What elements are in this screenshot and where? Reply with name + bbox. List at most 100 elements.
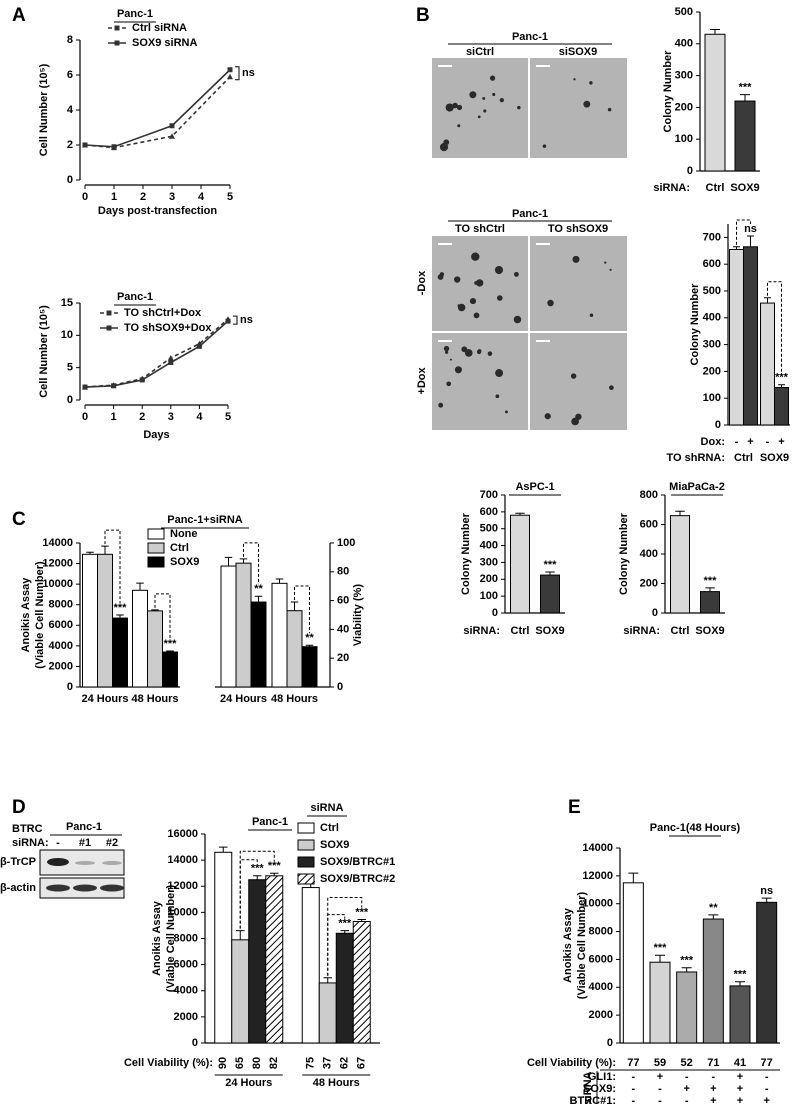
- condition-name: BTRC#1:: [570, 1095, 616, 1104]
- y-tick-label: 400: [675, 38, 693, 50]
- colony: [457, 124, 461, 128]
- error-bar: [254, 595, 263, 603]
- colony: [461, 346, 468, 353]
- bar: [676, 971, 698, 1044]
- bar: [235, 562, 252, 688]
- viability-value: 77: [627, 1057, 639, 1069]
- y-tick-label: 2000: [49, 660, 73, 672]
- bar: [301, 887, 320, 1044]
- error-bar: [357, 919, 366, 922]
- bar: [286, 610, 303, 688]
- legend-swatch: [297, 856, 315, 868]
- x-tick-label: 48 Hours: [313, 1077, 360, 1089]
- viability-value: 75: [305, 1057, 317, 1069]
- y-tick-label: 100: [675, 133, 693, 145]
- colony: [473, 312, 480, 319]
- error-bar: [740, 94, 750, 102]
- error-bar: [675, 510, 685, 516]
- significance: ***: [654, 942, 668, 954]
- viability-value: 65: [234, 1057, 246, 1069]
- colony: [570, 373, 577, 379]
- error-bar: [733, 246, 740, 250]
- y-tick-label: 20: [337, 652, 349, 664]
- marker: [196, 343, 202, 349]
- error-bar: [305, 644, 314, 647]
- bracket: [154, 593, 171, 639]
- colony: [483, 109, 487, 113]
- condition-mark: +: [683, 1083, 689, 1095]
- condition-name: GLI1:: [588, 1071, 616, 1083]
- condition-mark: -: [685, 1071, 689, 1083]
- y-tick-label: 0: [607, 1037, 613, 1049]
- micrograph-title: Panc-1: [512, 208, 548, 220]
- y-tick-label: 12000: [582, 870, 613, 882]
- series-tick-label: +: [778, 436, 784, 448]
- y-tick-label: 14000: [167, 854, 198, 866]
- x-tick-label: 5: [225, 411, 231, 423]
- legend-marker: [106, 325, 112, 331]
- series-line: [84, 69, 231, 148]
- colony: [449, 358, 452, 361]
- lane-label: #2: [106, 837, 118, 849]
- colony: [514, 271, 519, 277]
- y-tick-label: 700: [480, 489, 498, 501]
- y-tick-label: 60: [337, 595, 349, 607]
- error-bar: [545, 571, 555, 576]
- significance: ***: [114, 602, 128, 614]
- bracket: [233, 315, 238, 325]
- x-tick-label: 24 Hours: [81, 693, 128, 705]
- colony: [583, 100, 591, 108]
- colony: [443, 345, 450, 352]
- bar: [743, 246, 758, 426]
- category-prefix: siRNA:: [623, 625, 660, 637]
- colony: [445, 103, 454, 112]
- lane-label: -: [56, 837, 60, 849]
- y-tick-label: 2000: [589, 1009, 613, 1021]
- y-tick-label: 500: [480, 523, 498, 535]
- chart-title: Panc-1+siRNA: [167, 514, 243, 526]
- colony: [544, 413, 551, 420]
- chart-title: Panc-1(48 Hours): [650, 822, 741, 834]
- y-tick-label: 100: [703, 392, 721, 404]
- bar: [271, 582, 288, 688]
- x-tick-label: SOX9: [695, 625, 724, 637]
- condition-mark: -: [765, 1083, 769, 1095]
- y-tick-label: 8000: [49, 599, 73, 611]
- bar: [220, 565, 237, 688]
- bar: [729, 248, 744, 426]
- colony: [589, 313, 594, 317]
- series-prefix: Dox:: [701, 436, 725, 448]
- colony: [547, 299, 554, 307]
- bar: [112, 617, 128, 688]
- condition-mark: +: [710, 1083, 716, 1095]
- bar: [250, 601, 267, 688]
- x-tick-label: 3: [168, 411, 174, 423]
- condition-mark: +: [710, 1095, 716, 1104]
- x-tick-label: Ctrl: [734, 452, 753, 464]
- condition-mark: -: [631, 1071, 635, 1083]
- x-tick-label: Ctrl: [706, 182, 725, 194]
- y-tick-label: 6000: [49, 619, 73, 631]
- y-tick-label: 500: [675, 6, 693, 18]
- y-tick-label: 400: [703, 312, 721, 324]
- significance: ***: [739, 82, 753, 94]
- panel-label: D: [12, 797, 26, 818]
- annotation: ns: [240, 314, 253, 326]
- colony: [513, 315, 522, 324]
- y-tick-label: 10: [61, 329, 73, 341]
- colony: [464, 349, 473, 357]
- bar: [649, 961, 671, 1044]
- y-tick-label: 0: [652, 607, 658, 619]
- y-axis-label: Colony Number: [662, 50, 674, 133]
- significance: ***: [164, 638, 178, 650]
- error-bar: [708, 914, 719, 920]
- legend-label: SOX9: [320, 839, 349, 851]
- bar: [248, 879, 267, 1044]
- viability-value: 82: [268, 1057, 280, 1069]
- viability-value: 41: [734, 1057, 746, 1069]
- y-axis-label: (Viable Cell Number): [165, 884, 177, 992]
- y-tick-label: 14000: [582, 842, 613, 854]
- micrograph-column: siSOX9: [559, 46, 598, 58]
- condition-mark: +: [763, 1095, 769, 1104]
